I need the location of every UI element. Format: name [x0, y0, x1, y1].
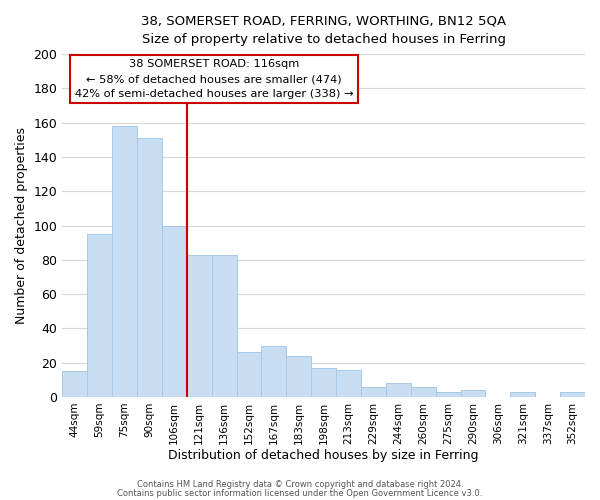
- Bar: [461, 390, 485, 397]
- Bar: [361, 386, 386, 397]
- Bar: [112, 126, 137, 397]
- Bar: [560, 392, 585, 397]
- Bar: [311, 368, 336, 397]
- Text: Contains public sector information licensed under the Open Government Licence v3: Contains public sector information licen…: [118, 488, 482, 498]
- Y-axis label: Number of detached properties: Number of detached properties: [15, 127, 28, 324]
- Title: 38, SOMERSET ROAD, FERRING, WORTHING, BN12 5QA
Size of property relative to deta: 38, SOMERSET ROAD, FERRING, WORTHING, BN…: [141, 15, 506, 46]
- Bar: [162, 226, 187, 397]
- Bar: [187, 254, 212, 397]
- Bar: [87, 234, 112, 397]
- Bar: [336, 370, 361, 397]
- Bar: [386, 383, 411, 397]
- X-axis label: Distribution of detached houses by size in Ferring: Distribution of detached houses by size …: [169, 450, 479, 462]
- Bar: [511, 392, 535, 397]
- Text: 38 SOMERSET ROAD: 116sqm
← 58% of detached houses are smaller (474)
42% of semi-: 38 SOMERSET ROAD: 116sqm ← 58% of detach…: [74, 60, 353, 99]
- Bar: [137, 138, 162, 397]
- Bar: [286, 356, 311, 397]
- Bar: [411, 386, 436, 397]
- Bar: [236, 352, 262, 397]
- Text: Contains HM Land Registry data © Crown copyright and database right 2024.: Contains HM Land Registry data © Crown c…: [137, 480, 463, 489]
- Bar: [62, 371, 87, 397]
- Bar: [262, 346, 286, 397]
- Bar: [436, 392, 461, 397]
- Bar: [212, 254, 236, 397]
